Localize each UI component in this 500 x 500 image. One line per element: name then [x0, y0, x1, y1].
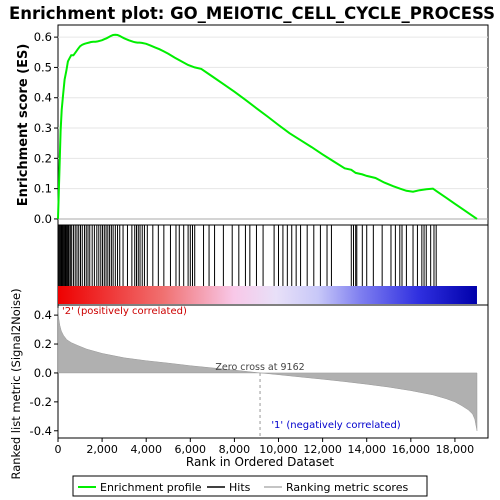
legend-hits-label: Hits: [229, 481, 251, 494]
x-tick-label: 18,000: [436, 443, 475, 456]
es-y-tick-label: 0.6: [34, 30, 52, 44]
x-axis: 0 2,000 4,000 6,000 8,000 10,000 12,000 14,000 1…: [55, 438, 475, 456]
metric-y-tick-label: 0.0: [34, 366, 52, 380]
enrichment-profile-line: [57, 33, 478, 220]
x-tick-label: 10,000: [259, 443, 298, 456]
x-tick-label: 14,000: [347, 443, 386, 456]
es-y-axis: 0.0 0.1 0.2 0.3 0.4 0.5 0.6: [34, 30, 58, 226]
es-gridlines: [58, 36, 488, 220]
positive-correlation-label: '2' (positively correlated): [62, 306, 187, 317]
metric-y-tick-label: 0.2: [34, 337, 52, 351]
x-tick-label: 2,000: [86, 443, 118, 456]
x-tick-label: 8,000: [219, 443, 251, 456]
negative-correlation-label: '1' (negatively correlated): [271, 420, 400, 431]
es-y-axis-label: Enrichment score (ES): [16, 44, 31, 207]
x-axis-label: Rank in Ordered Dataset: [186, 455, 334, 469]
x-tick-label: 0: [55, 443, 62, 456]
es-y-tick-label: 0.3: [34, 121, 52, 135]
es-y-tick-label: 0.4: [34, 91, 52, 105]
hit-marks: [57, 225, 437, 286]
legend-metric-label: Ranking metric scores: [286, 481, 408, 494]
ranked-list-color-bar: [58, 286, 477, 304]
metric-y-tick-label: -0.4: [30, 424, 52, 438]
legend-box: [72, 475, 428, 497]
es-y-tick-label: 0.1: [34, 182, 52, 196]
metric-y-tick-label: 0.4: [34, 308, 52, 322]
es-panel-frame: [57, 24, 489, 226]
es-y-tick-label: 0.2: [34, 151, 52, 165]
x-tick-label: 16,000: [392, 443, 431, 456]
legend-enrichment-label: Enrichment profile: [100, 481, 202, 494]
chart-title: Enrichment plot: GO_MEIOTIC_CELL_CYCLE_P…: [9, 4, 495, 23]
es-y-tick-label: 0.0: [34, 212, 52, 226]
x-tick-label: 4,000: [130, 443, 162, 456]
zero-cross-label: Zero cross at 9162: [215, 362, 304, 373]
x-tick-label: 6,000: [175, 443, 207, 456]
ranking-metric-area: [57, 307, 478, 431]
metric-y-axis-label: Ranked list metric (Signal2Noise): [9, 288, 23, 479]
metric-y-tick-label: -0.2: [30, 395, 52, 409]
metric-y-axis: -0.4 -0.2 0.0 0.2 0.4: [30, 308, 58, 438]
x-tick-label: 12,000: [303, 443, 342, 456]
es-y-tick-label: 0.5: [34, 60, 52, 74]
